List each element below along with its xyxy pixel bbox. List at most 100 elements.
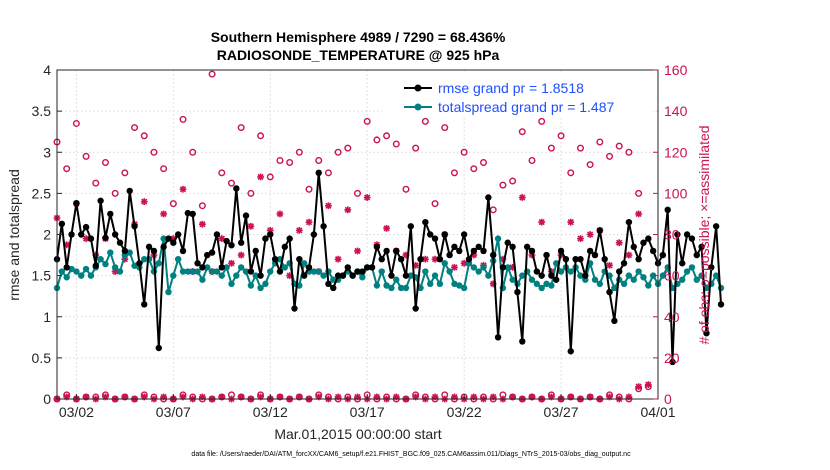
chart-subtitle: RADIOSONDE_TEMPERATURE @ 925 hPa	[217, 47, 500, 63]
totalspread-point	[645, 282, 652, 289]
totalspread-point	[359, 274, 366, 281]
assimilated-obs-point	[257, 173, 264, 181]
rmse-point	[490, 251, 497, 259]
star-stroke	[276, 210, 284, 218]
rmse-point	[548, 272, 555, 279]
totalspread-point	[475, 268, 482, 275]
possible-obs-point	[363, 117, 371, 125]
totalspread-point	[693, 276, 700, 283]
assimilated-obs-point	[606, 261, 613, 269]
assimilated-obs-point	[199, 220, 206, 228]
possible-obs-point	[635, 189, 643, 197]
possible-obs-point	[82, 152, 90, 160]
totalspread-point	[427, 280, 434, 288]
possible-obs-point	[567, 169, 575, 177]
possible-obs-point	[121, 169, 129, 177]
y-tick-label: 0	[43, 391, 51, 407]
possible-obs-point	[101, 159, 109, 167]
totalspread-point	[577, 272, 584, 279]
totalspread-point	[635, 268, 642, 275]
assimilated-obs-point	[635, 383, 643, 391]
rmse-point	[659, 251, 667, 259]
right-y-tick-label: 20	[664, 350, 680, 366]
totalspread-point	[548, 282, 555, 289]
totalspread-point	[223, 264, 230, 271]
assimilated-obs-point	[635, 210, 643, 218]
star-stroke	[567, 219, 574, 226]
rmse-point	[417, 255, 424, 263]
rmse-point	[640, 239, 647, 246]
rmse-point	[305, 264, 313, 271]
totalspread-point	[407, 272, 415, 279]
rmse-series	[53, 169, 725, 366]
totalspread-point	[300, 260, 308, 267]
rmse-point	[160, 243, 167, 251]
possible-obs-point	[286, 159, 294, 167]
totalspread-point	[184, 268, 192, 275]
rmse-point	[645, 235, 652, 242]
totalspread-point	[470, 264, 478, 271]
star-stroke	[519, 194, 526, 201]
totalspread-point	[480, 264, 487, 271]
rmse-point	[223, 237, 230, 245]
assimilated-obs-point	[383, 224, 390, 232]
x-axis-label: Mar.01,2015 00:00:00 start	[274, 426, 441, 442]
totalspread-point	[625, 272, 633, 279]
star-stroke	[635, 383, 642, 390]
rmse-point	[523, 243, 531, 251]
rmse-point	[82, 223, 90, 231]
possible-obs-point	[480, 159, 488, 167]
possible-obs-point	[576, 144, 584, 152]
totalspread-point	[557, 268, 565, 275]
totalspread-point	[194, 268, 201, 275]
totalspread-point	[160, 235, 167, 242]
assimilated-obs-point	[218, 235, 226, 243]
possible-obs-point	[179, 115, 187, 123]
possible-obs-point	[305, 185, 313, 193]
rmse-point	[586, 247, 594, 255]
rmse-point	[470, 247, 478, 255]
rmse-point	[92, 262, 99, 269]
possible-obs-point	[412, 144, 420, 152]
assimilated-obs-point	[160, 210, 168, 218]
star-stroke	[451, 264, 458, 271]
rmse-point	[204, 251, 211, 259]
rmse-point	[664, 206, 671, 214]
possible-obs-point	[460, 148, 468, 156]
rmse-point	[407, 223, 415, 230]
totalspread-point	[383, 282, 390, 289]
rmse-point	[601, 255, 608, 263]
possible-obs-point	[373, 136, 381, 144]
rmse-point	[87, 235, 95, 242]
totalspread-point	[611, 284, 618, 292]
totalspread-point	[107, 249, 114, 256]
x-tick-label: 03/02	[59, 404, 94, 420]
rmse-point	[141, 301, 148, 308]
assimilated-obs-point	[305, 218, 313, 226]
rmse-point	[107, 210, 114, 218]
star-stroke	[383, 225, 390, 232]
x-tick-label: 03/22	[447, 404, 482, 420]
totalspread-point	[199, 276, 206, 283]
totalspread-point	[126, 249, 133, 256]
assimilated-obs-point	[247, 222, 255, 230]
rmse-point	[363, 264, 371, 271]
rmse-point	[625, 218, 633, 226]
possible-obs-point	[208, 70, 216, 78]
assimilated-obs-point	[334, 255, 342, 263]
totalspread-point	[431, 272, 439, 279]
rmse-point	[480, 247, 487, 255]
rmse-point	[630, 243, 637, 251]
totalspread-point	[504, 264, 511, 271]
rmse-point	[397, 255, 405, 263]
chart-title: Southern Hemisphere 4989 / 7290 = 68.436…	[211, 29, 506, 45]
totalspread-point	[155, 260, 162, 267]
star-stroke	[645, 381, 652, 388]
possible-obs-point	[450, 169, 458, 177]
totalspread-point	[388, 284, 395, 292]
possible-obs-point	[538, 117, 546, 125]
right-y-tick-label: 60	[664, 268, 680, 284]
possible-obs-point	[189, 148, 197, 156]
rmse-point	[485, 194, 492, 201]
